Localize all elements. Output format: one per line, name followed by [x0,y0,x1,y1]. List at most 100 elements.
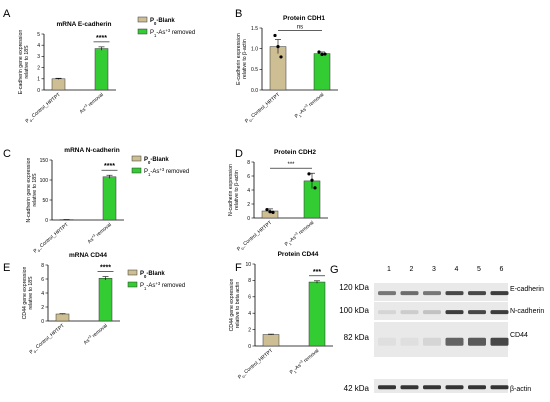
data-point [271,210,275,214]
significance-label: *** [287,162,295,168]
panel-f: F Protein CD44 0 2 4 6 8 10 CD44 gene expression… [229,251,333,381]
y-axis-label: relative to 18S [24,45,30,79]
y-tick-label: 50 [42,198,48,204]
blot-band [445,310,464,315]
blot-band [468,337,486,346]
y-tick-label: 2 [248,327,251,333]
chart-title: Protein CDH2 [274,149,316,156]
blot-band [423,291,441,296]
y-tick-label: 0 [41,319,44,325]
panel-letter: G [330,264,339,276]
y-axis-label: N-cadherin expression [228,164,234,216]
data-point [317,50,321,54]
legend-swatch [131,167,142,174]
panel-letter: E [3,262,10,274]
blot-band [468,310,486,315]
y-tick-label: 0.0 [251,88,258,94]
bar [313,53,331,91]
legend-label: P0-Blank [144,157,169,165]
legend-label: P1-As+3 removed [140,281,185,291]
panel-letter: A [3,8,11,20]
chart-title: mRNA E-cadherin [56,21,111,28]
y-tick-label: 150 [40,158,49,164]
y-tick-label: 4 [37,43,40,49]
legend-swatch [127,281,138,288]
blot-band [423,385,441,390]
x-tick-label: As+3 removal [82,322,109,346]
blot-band [400,385,419,390]
y-axis-label: relative to 18S [28,276,34,310]
x-tick-label: P1-As+3 removal [293,91,326,120]
y-tick-label: 2 [37,65,40,71]
y-tick-label: 5 [37,32,40,38]
legend-label: P0-Blank [140,271,165,279]
legend-label: P0-Blank [150,18,175,26]
y-axis-label: relative to 18S [32,173,38,207]
y-tick-label: 6 [248,295,251,301]
y-axis-label: relative to beta actin [235,282,241,329]
blot-strip [374,379,508,393]
bar [308,281,326,347]
data-point [323,52,327,56]
y-axis-label: N-cadherin gene expression [26,157,32,222]
panel-letter: D [235,148,243,160]
blot-band [445,291,464,296]
legend-swatch [131,155,142,162]
legend-swatch [137,28,148,35]
protein-label: E-cadherin [510,286,544,293]
panel-letter: B [235,8,242,20]
y-tick-label: 2 [247,202,250,208]
data-point [313,186,317,190]
data-point [310,178,314,182]
y-tick-label: 2 [41,305,44,311]
chart-title: Protein CDH1 [283,15,325,22]
blot-band [423,310,441,315]
y-tick-label: 4 [41,291,44,297]
blot-band [423,337,441,346]
blot-band [468,291,486,296]
y-axis-label: relative to β-actin [242,39,248,79]
y-tick-label: 0 [45,218,48,224]
y-tick-label: 6 [247,174,250,180]
panel-letter: F [235,262,242,274]
blot-band [490,310,509,315]
blot-band [378,291,396,296]
y-axis-label: E-cadherin gene expression [18,30,24,95]
significance-label: ns [297,24,303,30]
x-tick-label: P0_Control_HRTPT [25,92,63,125]
blot-band [400,337,419,346]
blot-band [445,385,464,390]
data-point [307,172,311,176]
chart-title: mRNA N-cadherin [64,147,119,154]
panel-d: D Protein CDH2 0 2 4 6 8 N-cadherin expression r… [228,148,328,253]
marker-label: 82 kDa [344,333,370,342]
protein-label: CD44 [510,332,528,339]
y-tick-label: 4 [247,188,250,194]
y-tick-label: 3 [37,54,40,60]
lane-number: 3 [432,266,436,273]
blot-band [378,310,396,315]
blot-band [378,337,396,346]
y-axis-label: CD44 gene expression [22,267,28,320]
legend-label: P1-As+3 removed [150,28,195,38]
y-axis-label: E-cadherin expression [236,33,242,85]
significance-label: **** [100,265,111,272]
significance-label: **** [104,163,115,170]
panel-g: G 1 2 3 4 5 6 120 kDa E-cadherin 100 kDa N-cadheri… [330,264,544,393]
bar [102,176,117,221]
legend-swatch [127,269,138,276]
bar [98,278,113,322]
y-tick-label: 1 [37,77,40,83]
chart-title: Protein CD44 [278,251,319,258]
x-tick-label: As+3 removal [78,91,105,115]
bar [51,78,66,91]
y-tick-label: 8 [247,160,250,166]
panel-b: B Protein CDH1 0.0 0.5 1.0 1.5 E-cadherin expr… [235,8,338,125]
data-point [279,55,283,59]
bar [94,48,109,91]
protein-label: β-actin [510,386,531,393]
x-tick-label: P0_Control_HRTPT [236,220,274,253]
